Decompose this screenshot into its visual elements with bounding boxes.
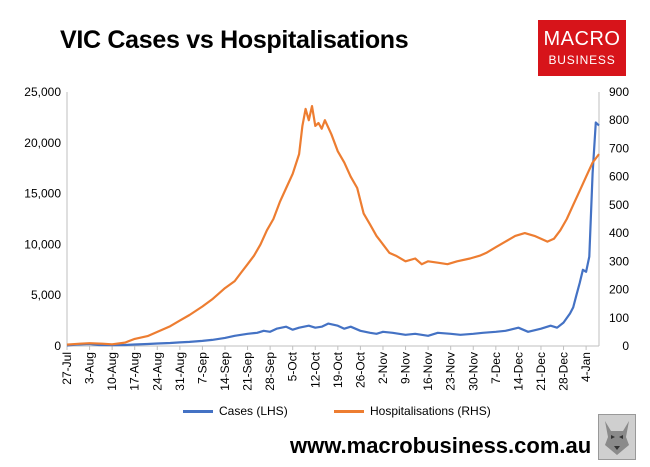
x-tick-label: 14-Dec xyxy=(511,352,525,391)
legend-swatch-cases xyxy=(183,410,213,414)
x-tick-label: 28-Dec xyxy=(557,352,571,391)
x-tick-label: 19-Oct xyxy=(331,351,345,388)
y-left-tick-label: 20,000 xyxy=(24,136,61,150)
legend-item-cases: Cases (LHS) xyxy=(183,404,288,418)
x-tick-label: 24-Aug xyxy=(150,352,164,391)
x-tick-label: 2-Nov xyxy=(376,352,390,384)
y-right-tick-label: 0 xyxy=(622,339,629,353)
series-line-cases xyxy=(66,121,600,347)
y-right-tick-label: 400 xyxy=(609,226,629,240)
x-tick-label: 23-Nov xyxy=(444,352,458,391)
x-tick-label: 9-Nov xyxy=(399,352,413,384)
chart-title: VIC Cases vs Hospitalisations xyxy=(60,26,409,54)
series-line-hospitalisations xyxy=(66,104,600,346)
x-tick-label: 30-Nov xyxy=(466,352,480,391)
y-right-tick-label: 700 xyxy=(609,141,629,155)
logo-line1: MACRO xyxy=(543,28,621,50)
x-tick-label: 16-Nov xyxy=(421,352,435,391)
x-tick-label: 5-Oct xyxy=(286,351,300,381)
x-tick-label: 7-Dec xyxy=(489,352,503,384)
macrobusiness-logo: MACRO BUSINESS xyxy=(538,20,626,76)
logo-line2: BUSINESS xyxy=(548,53,616,67)
footer-url: www.macrobusiness.com.au xyxy=(290,433,592,458)
wolf-logo xyxy=(598,414,636,460)
y-right-tick-label: 800 xyxy=(609,113,629,127)
y-left-tick-label: 10,000 xyxy=(24,237,61,251)
x-tick-label: 14-Sep xyxy=(218,352,232,391)
y-left-tick-label: 0 xyxy=(54,339,61,353)
x-tick-label: 4-Jan xyxy=(579,352,593,382)
y-left-tick-label: 25,000 xyxy=(24,85,61,99)
chart-axes: 0 5,000 10,000 15,000 20,000 25,000 0 100 200 300… xyxy=(24,85,629,391)
x-tick-label: 3-Aug xyxy=(83,352,97,384)
x-tick-label: 12-Oct xyxy=(308,351,322,388)
x-tick-label: 26-Oct xyxy=(353,351,367,388)
legend-label-cases: Cases (LHS) xyxy=(219,404,288,418)
y-right-tick-label: 900 xyxy=(609,85,629,99)
x-tick-label: 21-Sep xyxy=(241,352,255,391)
x-tick-label: 17-Aug xyxy=(128,352,142,391)
chart-series xyxy=(66,104,600,347)
y-left-tick-label: 15,000 xyxy=(24,187,61,201)
y-right-tick-label: 300 xyxy=(609,254,629,268)
x-tick-label: 10-Aug xyxy=(105,352,119,391)
legend-label-hospitalisations: Hospitalisations (RHS) xyxy=(370,404,491,418)
x-tick-label: 31-Aug xyxy=(173,352,187,391)
y-right-tick-label: 600 xyxy=(609,170,629,184)
legend-swatch-hospitalisations xyxy=(334,410,364,414)
y-right-tick-label: 500 xyxy=(609,198,629,212)
legend-item-hospitalisations: Hospitalisations (RHS) xyxy=(334,404,491,418)
y-left-tick-label: 5,000 xyxy=(31,288,61,302)
wolf-icon xyxy=(599,415,635,459)
x-tick-label: 27-Jul xyxy=(60,352,74,385)
y-right-tick-label: 200 xyxy=(609,283,629,297)
y-right-tick-label: 100 xyxy=(609,311,629,325)
x-tick-label: 7-Sep xyxy=(195,352,209,384)
x-tick-label: 28-Sep xyxy=(263,352,277,391)
x-tick-label: 21-Dec xyxy=(534,352,548,391)
